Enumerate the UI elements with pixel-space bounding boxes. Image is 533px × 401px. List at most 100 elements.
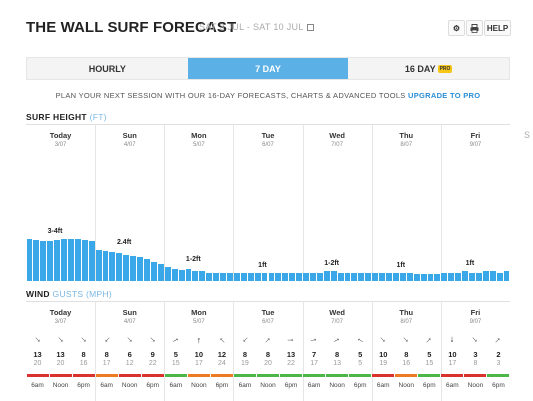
surf-bar[interactable]: [199, 271, 206, 281]
tab-16-day[interactable]: 16 DAY PRO: [348, 58, 510, 79]
surf-bar[interactable]: [406, 272, 413, 281]
surf-bar[interactable]: [254, 272, 261, 281]
surf-bar[interactable]: [61, 239, 67, 281]
surf-bar[interactable]: [358, 272, 365, 281]
surf-bar[interactable]: [289, 272, 296, 281]
date-range[interactable]: SAT 3 JUL - SAT 10 JUL: [199, 22, 314, 32]
surf-bar[interactable]: [26, 239, 33, 281]
surf-bar[interactable]: [413, 273, 420, 281]
surf-height-heading: SURF HEIGHT (FT): [26, 112, 107, 122]
surf-height-label: 1ft: [258, 261, 267, 269]
settings-button[interactable]: ⚙: [448, 20, 465, 36]
surf-bar[interactable]: [240, 272, 247, 281]
surf-bar[interactable]: [372, 272, 379, 281]
surf-bar[interactable]: [67, 239, 74, 281]
surf-bar[interactable]: [185, 269, 192, 281]
surf-bar[interactable]: [54, 240, 61, 281]
wind-gust: 20: [33, 360, 42, 367]
surf-bar[interactable]: [157, 264, 164, 281]
surf-bar[interactable]: [171, 269, 178, 281]
surf-bar[interactable]: [386, 272, 392, 281]
time-label: 6pm: [146, 382, 160, 389]
surf-bar[interactable]: [482, 271, 489, 281]
surf-bar[interactable]: [496, 272, 503, 281]
surf-bar[interactable]: [420, 273, 427, 281]
surf-bar[interactable]: [441, 272, 448, 281]
surf-bar[interactable]: [116, 253, 123, 281]
surf-bar[interactable]: [323, 271, 330, 281]
print-button[interactable]: [466, 20, 483, 36]
surf-bar[interactable]: [81, 240, 88, 281]
surf-bar[interactable]: [489, 271, 496, 281]
surf-bar[interactable]: [351, 272, 358, 281]
surf-bar[interactable]: [109, 252, 116, 281]
surf-bar[interactable]: [233, 272, 240, 281]
upgrade-link[interactable]: UPGRADE TO PRO: [408, 91, 481, 100]
wind-gust: 3: [496, 360, 501, 367]
day-name: Today: [49, 131, 72, 140]
surf-bar[interactable]: [178, 270, 185, 281]
surf-bar[interactable]: [455, 272, 462, 281]
surf-bar[interactable]: [282, 272, 289, 281]
surf-bar[interactable]: [227, 272, 233, 281]
surf-bar[interactable]: [95, 249, 102, 281]
tab-7-day[interactable]: 7 DAY: [187, 58, 349, 79]
surf-bar[interactable]: [337, 272, 344, 281]
surf-bar[interactable]: [330, 271, 337, 281]
surf-bar[interactable]: [462, 271, 468, 281]
tab-hourly[interactable]: HOURLY: [27, 58, 188, 79]
surf-bar[interactable]: [123, 254, 130, 281]
surf-bar[interactable]: [192, 271, 199, 281]
surf-bar[interactable]: [296, 272, 303, 281]
day-separator: [233, 301, 235, 401]
surf-bar[interactable]: [137, 257, 144, 281]
calendar-icon[interactable]: [306, 24, 314, 31]
surf-bar[interactable]: [379, 272, 386, 281]
surf-bar[interactable]: [268, 272, 275, 281]
surf-bar[interactable]: [88, 241, 95, 281]
surf-bar[interactable]: [309, 272, 316, 281]
surf-bar[interactable]: [392, 272, 399, 281]
surf-bar[interactable]: [220, 272, 226, 281]
surf-bar[interactable]: [448, 272, 455, 281]
wind-gust: 15: [425, 360, 434, 367]
surf-bar[interactable]: [427, 273, 434, 281]
wind-day-column: Today 3/07: [26, 308, 95, 325]
surf-bar[interactable]: [102, 251, 109, 281]
surf-bar[interactable]: [33, 240, 40, 281]
surf-bar[interactable]: [275, 272, 282, 281]
wind-speed: 8: [335, 350, 340, 359]
surf-height-label: 1ft: [465, 260, 475, 268]
surf-bar[interactable]: [399, 272, 406, 281]
surf-bar[interactable]: [365, 272, 372, 281]
surf-bar[interactable]: [150, 261, 157, 281]
day-date: 8/07: [400, 142, 413, 148]
time-label: 6pm: [215, 382, 229, 389]
time-label: Noon: [52, 382, 69, 389]
surf-bar[interactable]: [130, 255, 137, 281]
surf-bar[interactable]: [144, 259, 150, 281]
tab-hourly-label: HOURLY: [88, 63, 126, 74]
surf-bar[interactable]: [40, 241, 47, 281]
wind-day-column: Mon 5/07: [164, 308, 233, 325]
surf-bar[interactable]: [503, 271, 510, 281]
wind-speed: 8: [265, 350, 271, 359]
help-button[interactable]: HELP: [484, 20, 511, 36]
surf-bar[interactable]: [469, 272, 475, 281]
surf-day-column: Thu 8/07: [372, 131, 441, 148]
surf-bar[interactable]: [316, 272, 323, 281]
surf-bar[interactable]: [303, 272, 309, 281]
surf-bar[interactable]: [475, 272, 482, 281]
surf-bar[interactable]: [247, 272, 254, 281]
surf-bar[interactable]: [261, 272, 268, 281]
surf-bar[interactable]: [74, 239, 81, 281]
wind-rating-bar: [210, 374, 233, 377]
surf-bar[interactable]: [344, 272, 351, 281]
surf-bar[interactable]: [164, 266, 171, 281]
surf-bar[interactable]: [213, 272, 220, 281]
wind-gust: 17: [310, 360, 318, 367]
surf-bar[interactable]: [434, 273, 441, 281]
surf-bar[interactable]: [206, 272, 213, 281]
surf-bar[interactable]: [47, 241, 54, 281]
wind-heading: WIND GUSTS (MPH): [26, 289, 112, 299]
